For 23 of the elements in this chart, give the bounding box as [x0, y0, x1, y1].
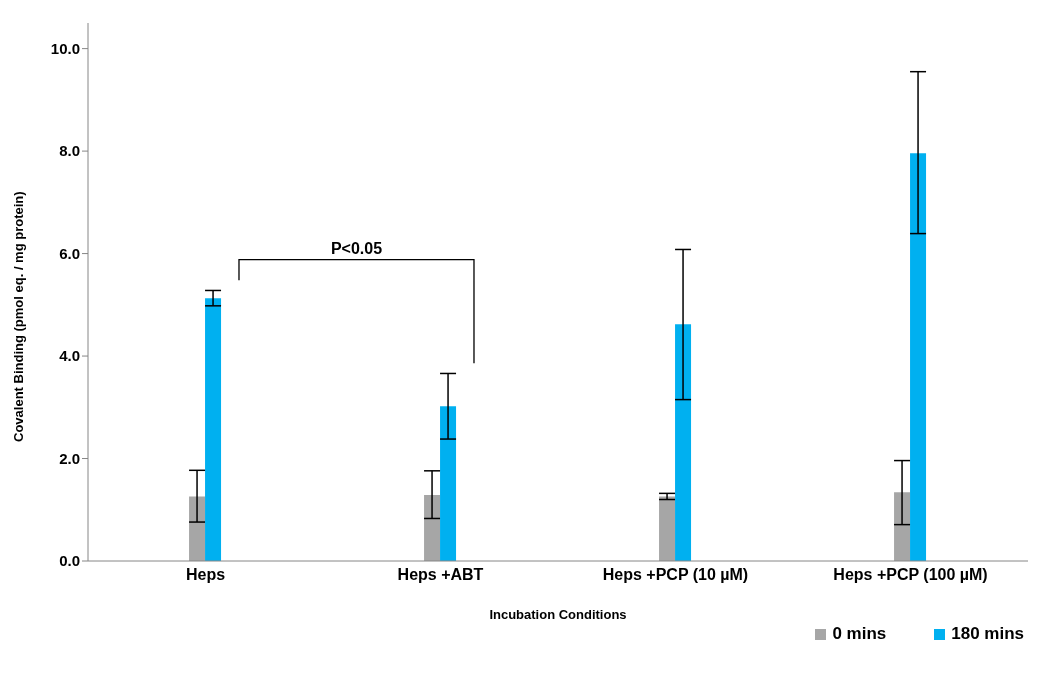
y-axis-title: Covalent Binding (pmol eq. / mg protein): [10, 191, 26, 442]
annotation: P<0.05: [330, 239, 383, 257]
x-tick-label: Heps +ABT: [397, 566, 484, 584]
bar: [440, 406, 457, 561]
x-axis-title: Incubation Conditions: [489, 607, 627, 622]
bar: [659, 496, 676, 561]
legend-label: 0 mins: [832, 624, 887, 644]
y-tick-label: 10.0: [50, 39, 80, 57]
legend-label: 180 mins: [951, 624, 1024, 644]
y-tick-label: 0.0: [59, 552, 80, 570]
y-tick-label: 6.0: [59, 244, 80, 262]
bar: [424, 494, 441, 561]
bar: [675, 324, 692, 561]
bar: [189, 496, 206, 561]
y-tick-label: 4.0: [59, 347, 80, 365]
x-tick-label: Heps: [185, 566, 226, 584]
bar: [894, 492, 911, 561]
y-tick-label: 8.0: [59, 142, 80, 160]
bar: [205, 298, 222, 561]
bar: [910, 153, 927, 561]
y-tick-label: 2.0: [59, 449, 80, 467]
x-tick-label: Heps +PCP (100 µM): [833, 566, 988, 584]
x-tick-label: Heps +PCP (10 µM): [602, 566, 749, 584]
